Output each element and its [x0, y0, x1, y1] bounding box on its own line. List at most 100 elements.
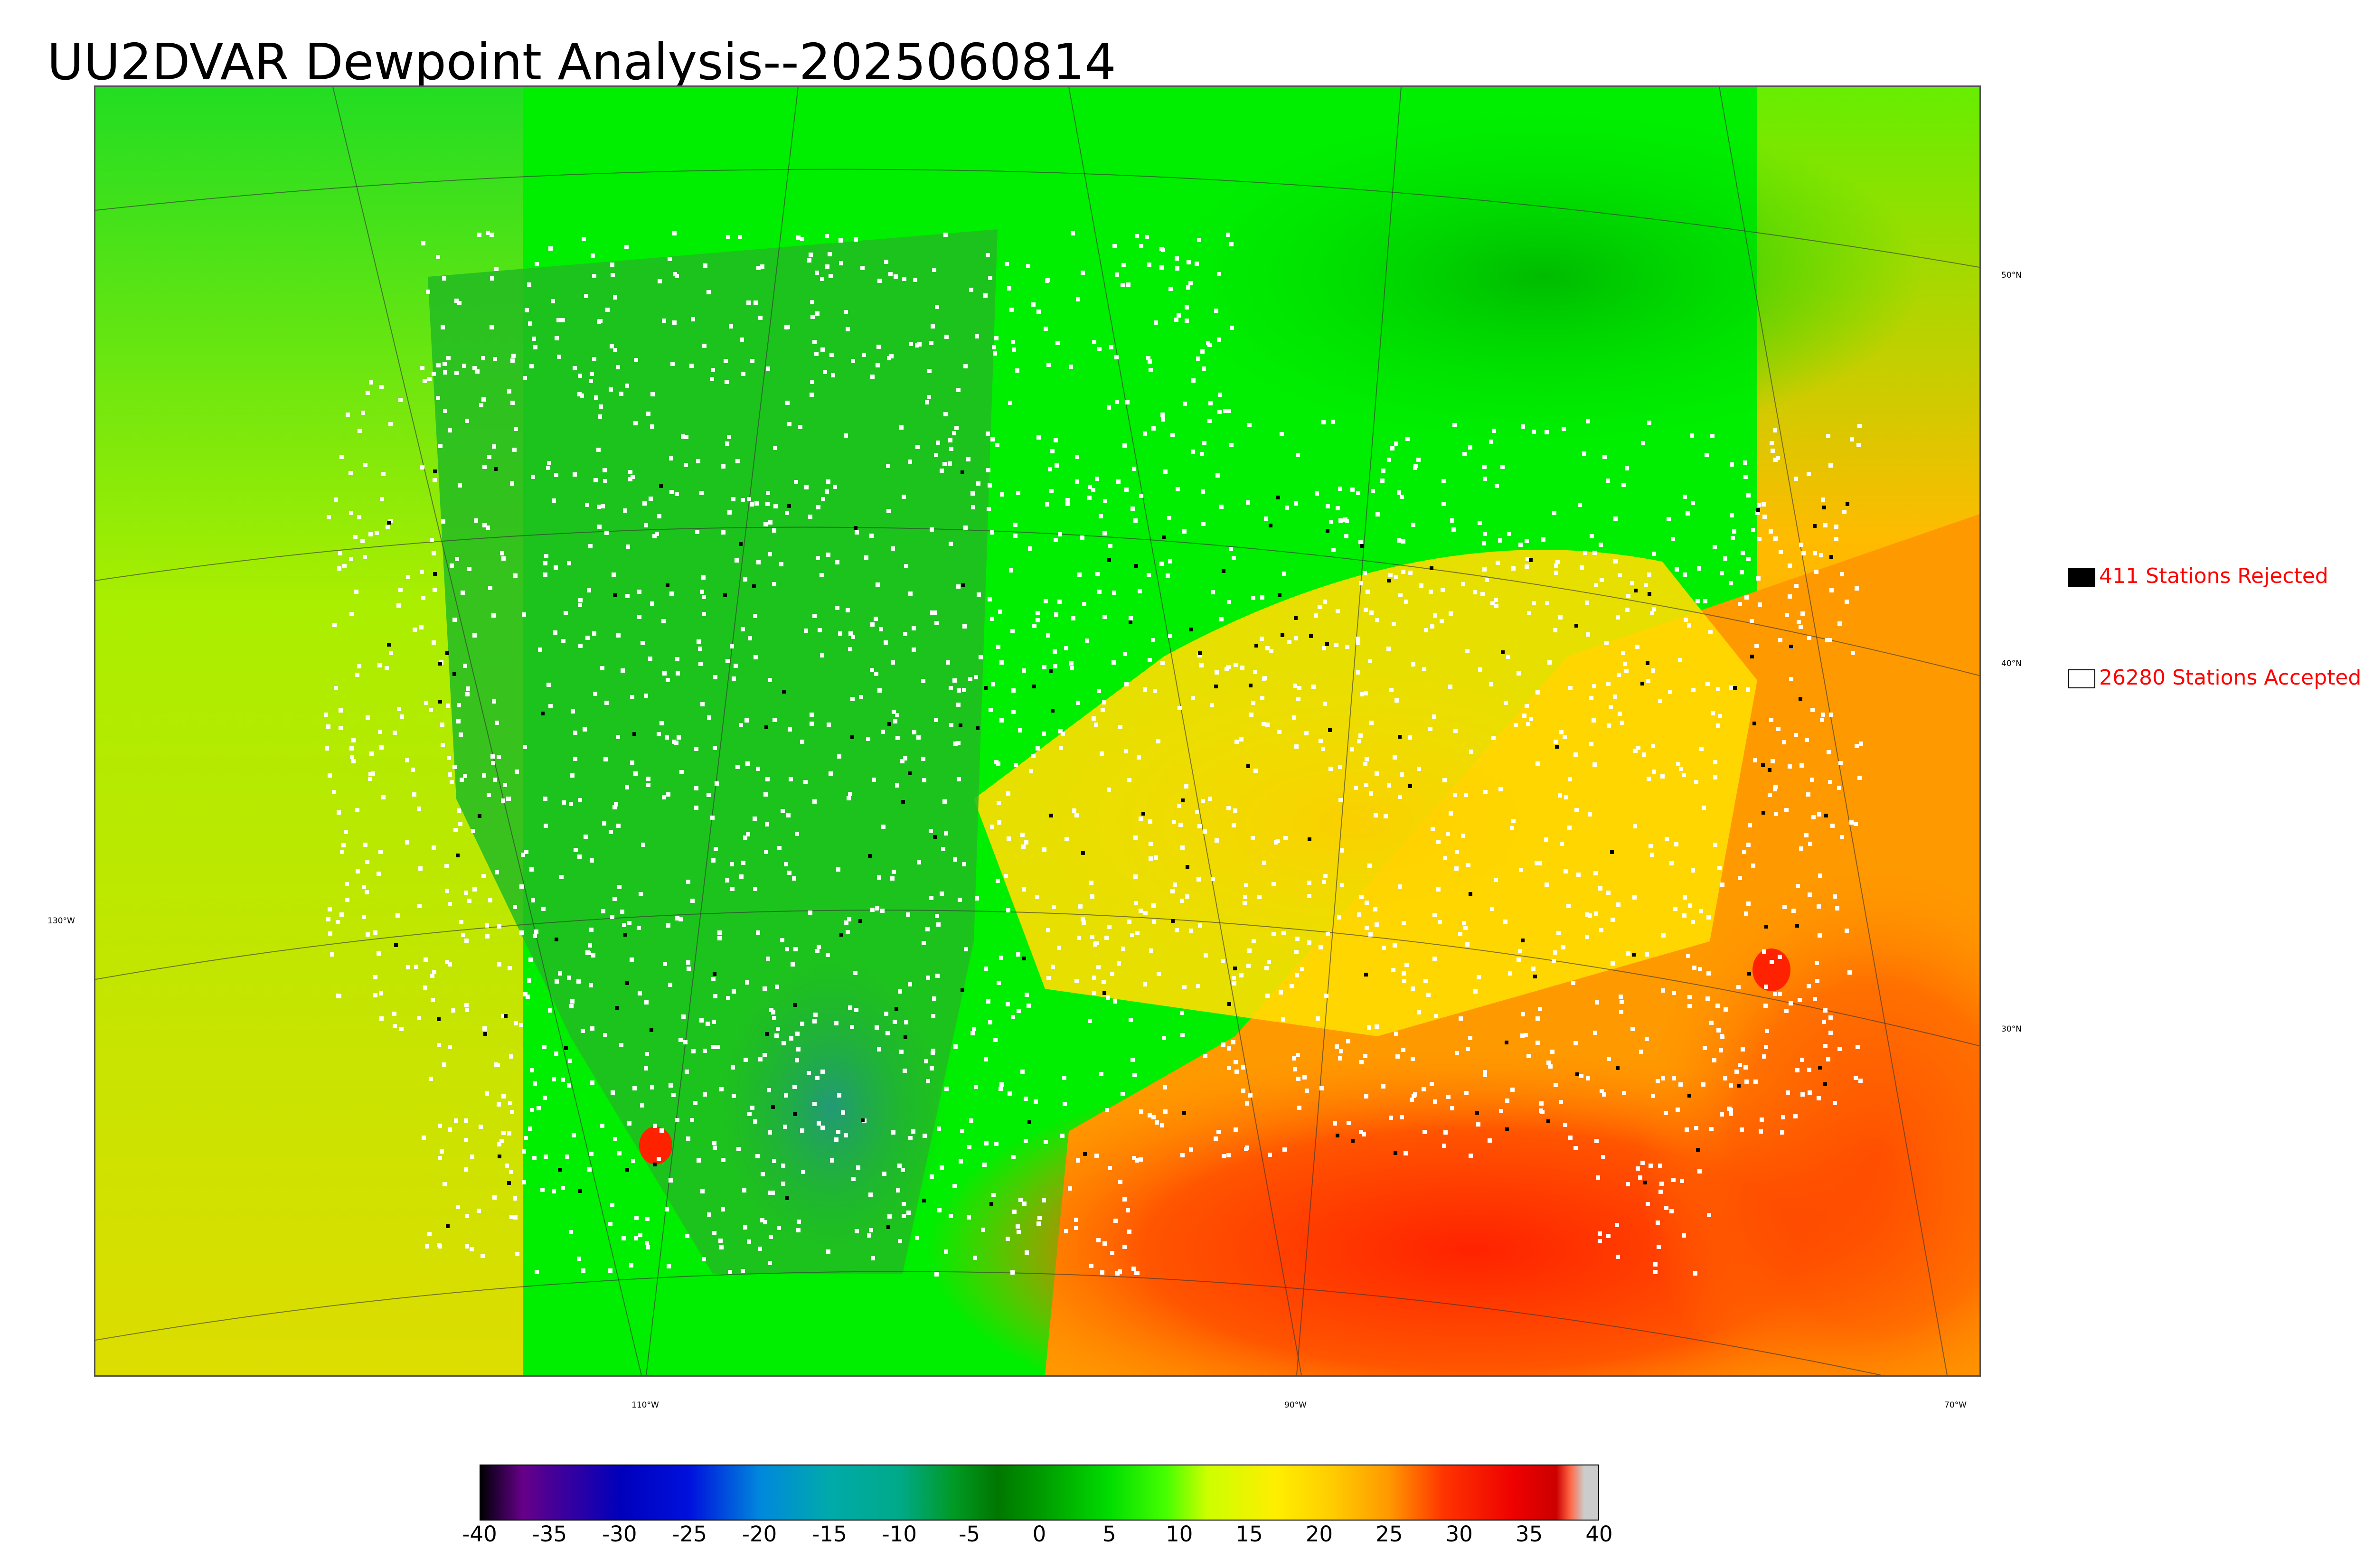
- accepted-station: [1296, 1077, 1300, 1081]
- accepted-station: [368, 777, 372, 781]
- accepted-station: [1693, 1271, 1697, 1276]
- accepted-station: [730, 644, 734, 648]
- accepted-station: [1272, 932, 1276, 936]
- accepted-station: [349, 511, 353, 515]
- accepted-station: [1068, 1186, 1072, 1191]
- accepted-station: [1771, 449, 1775, 453]
- accepted-station: [488, 586, 492, 590]
- accepted-station: [949, 447, 953, 451]
- accepted-station: [393, 1024, 397, 1028]
- rejected-station: [895, 1007, 898, 1011]
- accepted-station: [448, 428, 452, 432]
- accepted-station: [844, 433, 848, 438]
- accepted-station: [758, 1057, 763, 1061]
- accepted-station: [1081, 917, 1085, 921]
- accepted-station: [877, 1047, 881, 1052]
- accepted-station: [1133, 518, 1138, 523]
- accepted-station: [601, 909, 605, 913]
- rejected-station: [1249, 684, 1253, 687]
- accepted-station: [385, 666, 389, 670]
- accepted-station: [542, 1045, 546, 1049]
- accepted-station: [336, 920, 340, 924]
- accepted-station: [1149, 842, 1153, 846]
- colorbar-tick-label: 30: [1445, 1521, 1473, 1547]
- accepted-station: [658, 279, 662, 283]
- accepted-station: [696, 459, 700, 463]
- rejected-station: [1733, 686, 1737, 690]
- accepted-station: [379, 745, 384, 750]
- accepted-station: [1592, 551, 1597, 555]
- rejected-station: [1533, 975, 1537, 978]
- accepted-station: [639, 892, 643, 896]
- accepted-station: [1817, 1096, 1821, 1100]
- accepted-station: [1117, 961, 1121, 966]
- accepted-station: [1364, 783, 1368, 787]
- accepted-station: [1022, 668, 1026, 673]
- accepted-station: [1518, 949, 1522, 953]
- accepted-station: [596, 448, 601, 452]
- rejected-station: [1336, 1134, 1339, 1137]
- accepted-station: [1785, 613, 1789, 617]
- accepted-station: [1589, 696, 1593, 700]
- accepted-station: [1691, 920, 1695, 924]
- accepted-station: [1112, 244, 1117, 248]
- accepted-station: [1665, 837, 1669, 841]
- accepted-station: [591, 953, 595, 958]
- rejected-station: [1818, 1066, 1822, 1070]
- accepted-station: [684, 435, 688, 439]
- accepted-station: [988, 276, 992, 280]
- accepted-station: [1517, 958, 1521, 962]
- accepted-station: [515, 1252, 519, 1256]
- accepted-station: [1426, 993, 1431, 997]
- accepted-station: [1658, 1164, 1662, 1168]
- accepted-station: [1651, 668, 1655, 673]
- accepted-station: [940, 469, 944, 473]
- accepted-station: [543, 1096, 547, 1100]
- accepted-station: [1713, 760, 1717, 764]
- accepted-station: [1365, 757, 1369, 761]
- accepted-station: [1219, 617, 1224, 621]
- accepted-station: [780, 938, 784, 942]
- accepted-station: [475, 369, 480, 374]
- accepted-station: [1850, 437, 1854, 441]
- accepted-station: [1619, 1010, 1623, 1014]
- accepted-station: [1554, 563, 1558, 568]
- accepted-station: [804, 629, 808, 633]
- accepted-station: [1108, 544, 1112, 548]
- accepted-station: [1762, 515, 1767, 519]
- accepted-station: [1114, 355, 1119, 359]
- accepted-station: [558, 971, 562, 976]
- rejected-station: [908, 771, 912, 775]
- accepted-station: [548, 1008, 552, 1013]
- accepted-station: [1053, 664, 1057, 668]
- accepted-station: [1204, 953, 1208, 958]
- accepted-station: [1100, 751, 1104, 756]
- accepted-station: [1511, 819, 1516, 823]
- accepted-station: [1230, 326, 1234, 330]
- accepted-station: [386, 525, 390, 529]
- accepted-station: [1401, 570, 1405, 574]
- accepted-station: [633, 771, 638, 776]
- accepted-station: [868, 1192, 873, 1197]
- accepted-station: [644, 1000, 649, 1005]
- accepted-station: [870, 668, 874, 672]
- accepted-station: [1227, 600, 1231, 604]
- accepted-station: [1553, 950, 1557, 955]
- lat-label-40n: 40°N: [2001, 659, 2022, 668]
- accepted-station: [1588, 913, 1592, 918]
- accepted-station: [528, 958, 533, 962]
- accepted-station: [1199, 663, 1204, 667]
- accepted-station: [793, 947, 798, 951]
- accepted-station: [490, 325, 494, 329]
- accepted-station: [1476, 1122, 1480, 1127]
- accepted-station: [1586, 419, 1590, 423]
- accepted-station: [1859, 742, 1863, 746]
- accepted-station: [514, 427, 518, 431]
- accepted-station: [848, 647, 852, 651]
- accepted-station: [436, 363, 441, 367]
- accepted-station: [1483, 477, 1487, 481]
- accepted-station: [669, 1083, 673, 1088]
- accepted-station: [561, 318, 565, 322]
- accepted-station: [454, 1118, 458, 1123]
- accepted-station: [929, 341, 933, 345]
